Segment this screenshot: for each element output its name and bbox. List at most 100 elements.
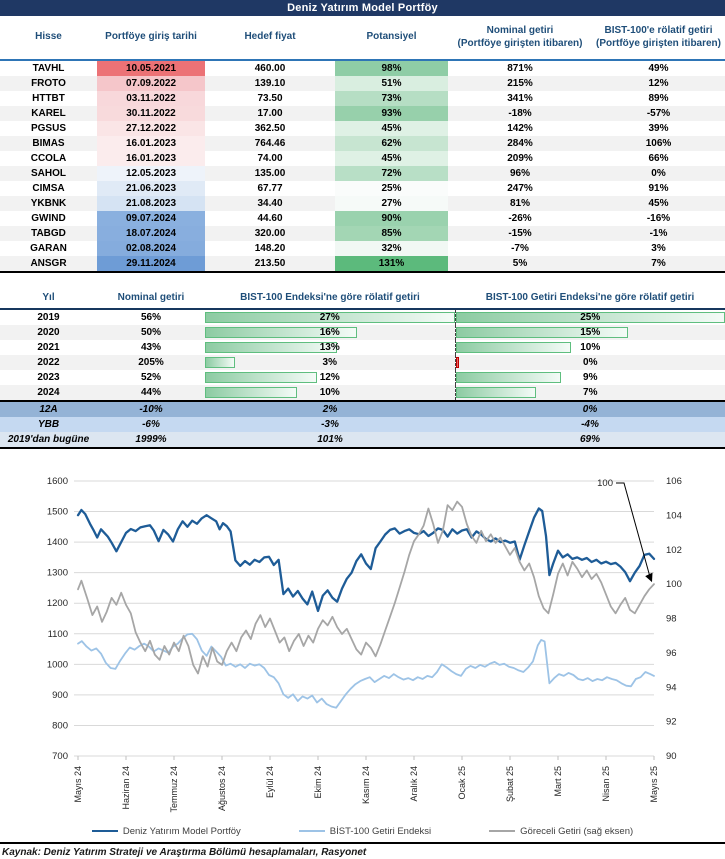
- stock-row-FROTO: FROTO 07.09.2022 139.10 51% 215% 12%: [0, 76, 725, 91]
- left-axis-label: 1300: [47, 568, 68, 579]
- stock-row-SAHOL: SAHOL 12.05.2023 135.00 72% 96% 0%: [0, 166, 725, 181]
- portfolio-table-header-row: Hisse Portföye giriş tarihi Hedef fiyat …: [0, 16, 725, 60]
- data-bar: [205, 356, 235, 368]
- cell-nominal: 215%: [507, 78, 533, 89]
- cell-rel1: 101%: [205, 432, 455, 449]
- stock-row-PGSUS: PGSUS 27.12.2022 362.50 45% 142% 39%: [0, 121, 725, 136]
- cell-tarih: 16.01.2023: [97, 151, 205, 166]
- cell-relatif: -57%: [646, 108, 671, 119]
- cell-hedef: 73.50: [257, 93, 283, 104]
- x-axis-label: Temmuz 24: [169, 766, 179, 813]
- year-row-2024: 2024 44% 10% 7%: [0, 385, 725, 401]
- right-axis-label: 106: [666, 476, 682, 487]
- stock-row-GARAN: GARAN 02.08.2024 148.20 32% -7% 3%: [0, 241, 725, 256]
- rel2: 10%: [454, 340, 725, 355]
- rel1-value: 12%: [319, 372, 340, 383]
- yearly-table-header-row: Yıl Nominal getiri BIST-100 Endeksi'ne g…: [0, 287, 725, 309]
- cell-tarih: 16.01.2023: [97, 136, 205, 151]
- left-axis-label: 700: [52, 751, 68, 762]
- stock-row-HTTBT: HTTBT 03.11.2022 73.50 73% 341% 89%: [0, 91, 725, 106]
- source-note: Kaynak: Deniz Yatırım Strateji ve Araştı…: [0, 842, 725, 858]
- cell-potansiyel: 73%: [335, 91, 448, 106]
- rel1: 10%: [205, 385, 455, 401]
- left-axis-label: 900: [52, 690, 68, 701]
- cell-relatif: 106%: [645, 138, 672, 149]
- year-row-2019: 2019 56% 27% 25%: [0, 309, 725, 325]
- cell-potansiyel: 98%: [335, 60, 448, 76]
- cell-potansiyel: 93%: [335, 106, 448, 121]
- cell-tarih: 18.07.2024: [97, 226, 205, 241]
- cell-potansiyel: 90%: [335, 211, 448, 226]
- cell-summary-label: YBB: [37, 419, 60, 430]
- cell-hisse: GWIND: [31, 213, 66, 224]
- legend-label: BİST-100 Getiri Endeksi: [329, 825, 432, 837]
- data-bar: [205, 386, 298, 398]
- rel1-value: 3%: [322, 357, 337, 368]
- series-line-deniz-yat-r-m-model-portf-y: [76, 507, 656, 613]
- left-axis-label: 1500: [47, 507, 68, 518]
- portfolio-table: Hisse Portföye giriş tarihi Hedef fiyat …: [0, 16, 725, 273]
- report-title: Deniz Yatırım Model Portföy: [287, 2, 438, 14]
- cell-hisse: CCOLA: [30, 153, 67, 164]
- cell-relatif: 49%: [648, 63, 669, 74]
- cell-nominal-getiri: 44%: [140, 387, 161, 398]
- cell-rel2: 0%: [455, 400, 725, 417]
- report-title-bar: Deniz Yatırım Model Portföy: [0, 0, 725, 16]
- left-axis-label: 1200: [47, 598, 68, 609]
- cell-tarih: 21.08.2023: [97, 196, 205, 211]
- cell-hisse: YKBNK: [30, 198, 67, 209]
- right-axis-label: 96: [666, 648, 677, 659]
- cell-tarih: 21.06.2023: [97, 181, 205, 196]
- cell-relatif: 3%: [651, 243, 666, 254]
- cell-nominal: -15%: [508, 228, 532, 239]
- x-axis-label: Ocak 25: [457, 766, 467, 800]
- rel2: 15%: [454, 325, 725, 340]
- cell-nominal-getiri: 1999%: [97, 432, 205, 449]
- data-bar: [205, 341, 338, 353]
- cell-tarih: 10.05.2021: [97, 60, 205, 76]
- x-axis-label: Şubat 25: [505, 766, 515, 802]
- cell-tarih: 07.09.2022: [97, 76, 205, 91]
- cell-hedef: 34.40: [257, 198, 283, 209]
- cell-nominal: -18%: [508, 108, 532, 119]
- cell-potansiyel: 25%: [335, 181, 448, 196]
- cell-yil: 2020: [37, 327, 60, 338]
- rel2-value: 0%: [583, 357, 598, 368]
- right-axis-label: 92: [666, 717, 677, 728]
- stock-row-CIMSA: CIMSA 21.06.2023 67.77 25% 247% 91%: [0, 181, 725, 196]
- cell-nominal: -26%: [508, 213, 532, 224]
- col-header-nominal: Nominal getiri (Portföye girişten itibar…: [457, 25, 583, 49]
- right-axis-label: 102: [666, 545, 682, 556]
- x-axis-label: Mayıs 25: [649, 766, 659, 803]
- cell-yil: 2019: [37, 312, 60, 323]
- rel2-value: 25%: [580, 312, 601, 323]
- col-header-tarih: Portföye giriş tarihi: [105, 31, 197, 43]
- cell-hisse: HTTBT: [32, 93, 65, 104]
- cell-nominal-getiri: 43%: [140, 342, 161, 353]
- stock-row-CCOLA: CCOLA 16.01.2023 74.00 45% 209% 66%: [0, 151, 725, 166]
- rel2: 25%: [454, 309, 725, 325]
- cell-hisse: SAHOL: [31, 168, 66, 179]
- cell-relatif: 89%: [648, 93, 669, 104]
- cell-nominal: 341%: [507, 93, 533, 104]
- cell-potansiyel: 51%: [335, 76, 448, 91]
- yearly-returns-table: Yıl Nominal getiri BIST-100 Endeksi'ne g…: [0, 287, 725, 449]
- rel2-value: 10%: [580, 342, 601, 353]
- left-axis-label: 1100: [48, 629, 68, 640]
- year-row-2023: 2023 52% 12% 9%: [0, 370, 725, 385]
- cell-hisse: CIMSA: [32, 183, 65, 194]
- x-axis-label: Mayıs 24: [73, 766, 83, 803]
- cell-nominal-getiri: 56%: [140, 312, 161, 323]
- col-header-potansiyel: Potansiyel: [366, 31, 417, 43]
- cell-relatif: -1%: [649, 228, 668, 239]
- cell-hedef: 67.77: [257, 183, 283, 194]
- cell-potansiyel: 62%: [335, 136, 448, 151]
- x-axis-label: Aralık 24: [409, 766, 419, 802]
- rel1-value: 16%: [319, 327, 340, 338]
- col-header-nominal-getiri: Nominal getiri: [117, 292, 185, 303]
- year-row-2021: 2021 43% 13% 10%: [0, 340, 725, 355]
- col-header-rel-bist100-getiri: BIST-100 Getiri Endeksi'ne göre rölatif …: [485, 292, 695, 303]
- legend-label: Göreceli Getiri (sağ eksen): [520, 825, 634, 837]
- cell-potansiyel: 27%: [335, 196, 448, 211]
